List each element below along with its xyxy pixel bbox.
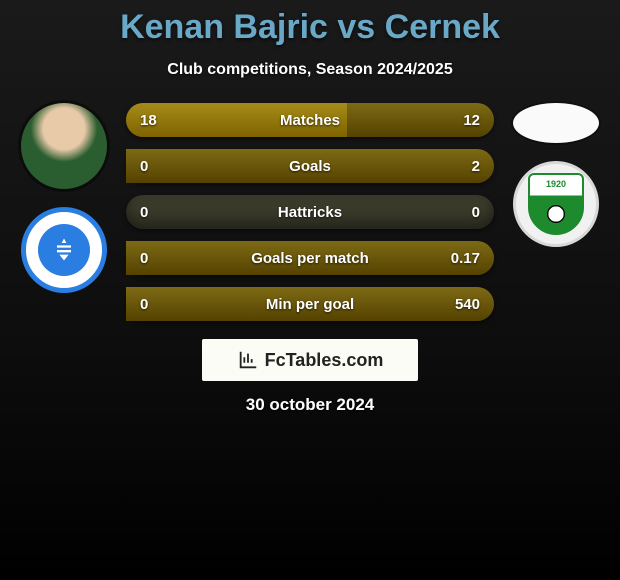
skalica-crest-icon	[528, 173, 584, 235]
stat-bar-goals-per-match: 0Goals per match0.17	[126, 241, 494, 275]
chart-icon	[237, 349, 259, 371]
stat-right-value: 540	[455, 296, 480, 313]
stat-bar-goals: 0Goals2	[126, 149, 494, 183]
stat-left-value: 18	[140, 112, 157, 129]
player-right-avatar	[513, 103, 599, 143]
stat-left-value: 0	[140, 158, 148, 175]
stat-label: Min per goal	[126, 296, 494, 313]
brand-text: FcTables.com	[265, 350, 384, 371]
stat-label: Goals	[126, 158, 494, 175]
stat-left-value: 0	[140, 204, 148, 221]
stat-bars: 18Matches120Goals20Hattricks00Goals per …	[120, 103, 500, 321]
stat-label: Goals per match	[126, 250, 494, 267]
player-left-club-badge	[21, 207, 107, 293]
stat-right-value: 0	[472, 204, 480, 221]
stat-label: Matches	[126, 112, 494, 129]
right-side	[500, 103, 612, 247]
stat-left-value: 0	[140, 296, 148, 313]
stat-left-value: 0	[140, 250, 148, 267]
page-title: Kenan Bajric vs Cernek	[0, 0, 620, 47]
player-right-club-badge	[513, 161, 599, 247]
stat-right-value: 2	[472, 158, 480, 175]
player-left-avatar	[21, 103, 107, 189]
subtitle: Club competitions, Season 2024/2025	[0, 61, 620, 79]
brand-badge[interactable]: FcTables.com	[202, 339, 418, 381]
stat-label: Hattricks	[126, 204, 494, 221]
stat-bar-min-per-goal: 0Min per goal540	[126, 287, 494, 321]
date-text: 30 october 2024	[0, 395, 620, 415]
left-side	[8, 103, 120, 293]
stat-bar-matches: 18Matches12	[126, 103, 494, 137]
stat-right-value: 0.17	[451, 250, 480, 267]
slovan-crest-icon	[38, 224, 90, 276]
stat-bar-hattricks: 0Hattricks0	[126, 195, 494, 229]
stat-right-value: 12	[463, 112, 480, 129]
comparison-panel: 18Matches120Goals20Hattricks00Goals per …	[0, 103, 620, 321]
